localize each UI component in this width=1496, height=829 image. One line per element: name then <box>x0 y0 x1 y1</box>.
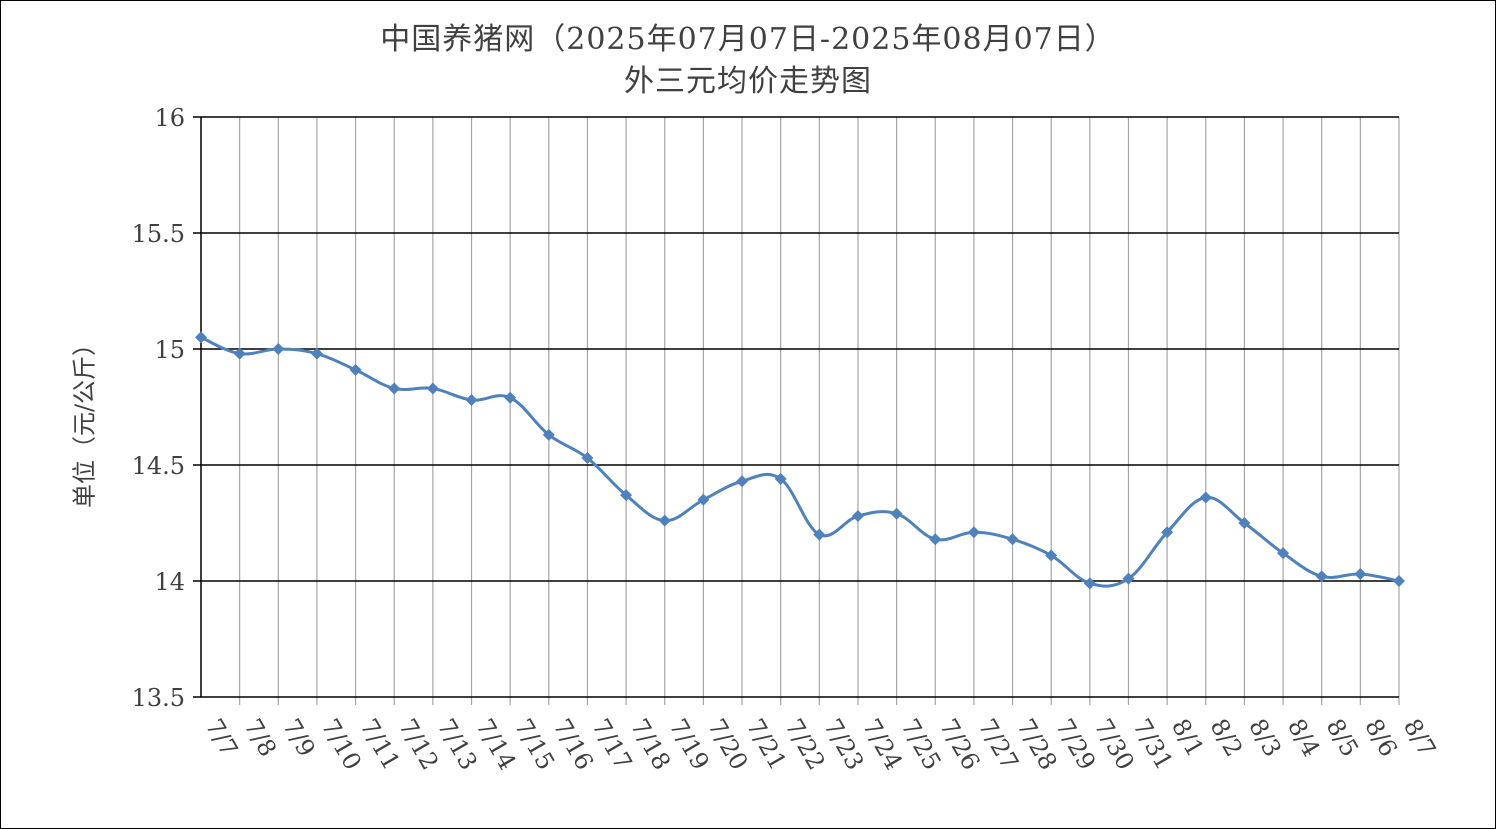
data-point <box>774 472 787 485</box>
data-point <box>1199 491 1212 504</box>
x-tick-label: 7/8 <box>238 714 282 761</box>
data-point <box>697 493 710 506</box>
data-point <box>813 528 826 541</box>
x-tick-label: 7/26 <box>934 714 985 775</box>
data-point <box>929 533 942 546</box>
x-tick-label: 7/23 <box>818 714 869 775</box>
data-point <box>426 382 439 395</box>
data-point <box>542 428 555 441</box>
x-tick-label: 8/4 <box>1282 714 1326 761</box>
data-point <box>1354 568 1367 581</box>
data-point <box>465 394 478 407</box>
y-tick-label: 14 <box>154 568 185 596</box>
data-point <box>310 347 323 360</box>
data-point <box>620 489 633 502</box>
data-point <box>504 391 517 404</box>
x-tick-label: 8/2 <box>1205 714 1249 761</box>
x-tick-label: 7/7 <box>200 714 244 761</box>
x-tick-label: 7/22 <box>779 714 830 775</box>
data-series <box>195 331 1405 590</box>
data-point <box>658 514 671 527</box>
x-tick-label: 7/11 <box>354 714 405 775</box>
data-point <box>1238 517 1251 529</box>
x-tick-labels: 7/77/87/97/107/117/127/137/147/157/167/1… <box>200 714 1442 775</box>
series-line <box>200 336 1400 588</box>
chart-title: 中国养猪网（2025年07月07日-2025年08月07日） <box>380 22 1116 57</box>
x-tick-label: 7/24 <box>857 714 908 775</box>
x-tick-label: 8/6 <box>1359 714 1403 761</box>
x-tick-label: 7/18 <box>625 714 676 775</box>
data-point <box>581 452 594 465</box>
data-point <box>1315 570 1328 583</box>
data-point <box>1393 575 1405 587</box>
x-tick-label: 7/21 <box>741 714 792 775</box>
data-point <box>233 347 246 360</box>
x-tick-label: 8/3 <box>1243 714 1287 761</box>
data-point <box>1161 526 1174 539</box>
x-tick-label: 7/31 <box>1127 714 1178 775</box>
x-tick-label: 7/27 <box>973 714 1024 775</box>
data-point <box>890 507 903 520</box>
chart-subtitle: 外三元均价走势图 <box>624 64 872 99</box>
x-tick-label: 7/15 <box>509 714 560 775</box>
data-point <box>195 331 207 344</box>
data-point <box>349 363 362 376</box>
x-tick-label: 7/10 <box>316 714 367 775</box>
horizontal-gridlines <box>193 116 1399 698</box>
y-tick-label: 16 <box>154 104 185 132</box>
x-tick-label: 8/7 <box>1398 714 1442 761</box>
y-tick-labels: 13.5 14 14.5 15 15.5 16 <box>132 104 185 712</box>
x-tick-label: 7/19 <box>664 714 715 775</box>
x-tick-label: 7/12 <box>393 714 444 775</box>
x-tick-label: 7/17 <box>586 714 637 775</box>
data-point <box>1045 549 1058 562</box>
data-point <box>736 475 749 488</box>
x-tick-label: 7/28 <box>1011 714 1062 775</box>
x-tick-label: 7/13 <box>432 714 483 775</box>
data-point <box>1122 572 1135 585</box>
y-tick-label: 15.5 <box>132 220 185 248</box>
data-point <box>1277 547 1290 560</box>
data-point <box>851 510 864 523</box>
x-tick-label: 8/5 <box>1321 714 1365 761</box>
vertical-gridlines <box>239 117 1400 705</box>
x-tick-label: 7/25 <box>895 714 946 775</box>
x-tick-label: 7/16 <box>548 714 599 775</box>
data-point <box>388 382 401 395</box>
y-tick-label: 13.5 <box>132 684 185 712</box>
x-tick-label: 7/14 <box>470 714 521 775</box>
x-tick-label: 7/9 <box>277 714 321 761</box>
y-tick-label: 14.5 <box>132 452 185 480</box>
data-point <box>1006 533 1019 546</box>
data-point <box>967 526 980 539</box>
data-point <box>272 343 285 355</box>
x-tick-label: 7/30 <box>1089 714 1140 775</box>
x-tick-label: 7/29 <box>1050 714 1101 775</box>
x-tick-label: 7/20 <box>702 714 753 775</box>
data-point <box>1083 577 1096 590</box>
y-tick-label: 15 <box>154 336 185 364</box>
